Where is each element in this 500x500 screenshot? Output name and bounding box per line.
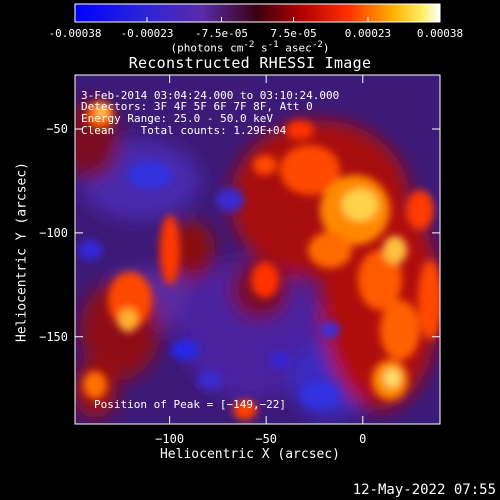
- y-axis-label: Heliocentric Y (arcsec): [14, 161, 30, 343]
- chart-title: Reconstructed RHESSI Image: [128, 54, 372, 72]
- x-tick-label: −50: [255, 432, 278, 446]
- x-tick-label: −100: [155, 432, 185, 446]
- info-counts: Clean Total counts: 1.29E+04: [81, 124, 287, 137]
- heatmap-image: [75, 75, 440, 424]
- colorbar-units: (photons cm-2 s-1 asec-2): [170, 39, 330, 55]
- y-tick-label: −150: [39, 329, 68, 344]
- colorbar: [74, 3, 441, 23]
- info-energy-range: Energy Range: 25.0 - 50.0 keV: [81, 112, 274, 125]
- y-tick-label: −100: [39, 225, 68, 240]
- colorbar-gradient: [74, 3, 441, 23]
- info-detectors: Detectors: 3F 4F 5F 6F 7F 8F, Att 0: [81, 100, 313, 113]
- colorbar-tick-label: 7.5e-05: [270, 27, 317, 40]
- y-tick-label: −50: [46, 122, 68, 136]
- colorbar-tick-label: 0.00023: [344, 27, 392, 40]
- x-axis-label: Heliocentric X (arcsec): [159, 447, 340, 462]
- x-tick-label: 0: [359, 432, 367, 446]
- colorbar-tick-label: -7.5e-05: [194, 27, 248, 40]
- info-time-range: 3-Feb-2014 03:04:24.000 to 03:10:24.000: [81, 89, 340, 102]
- timestamp: 12-May-2022 07:55: [352, 482, 496, 498]
- colorbar-tick-label: -0.00023: [120, 27, 174, 40]
- colorbar-tick-label: -0.00038: [48, 27, 102, 40]
- peak-position-label: Position of Peak = [−149,−22]: [94, 398, 287, 411]
- colorbar-tick-label: 0.00038: [416, 27, 464, 40]
